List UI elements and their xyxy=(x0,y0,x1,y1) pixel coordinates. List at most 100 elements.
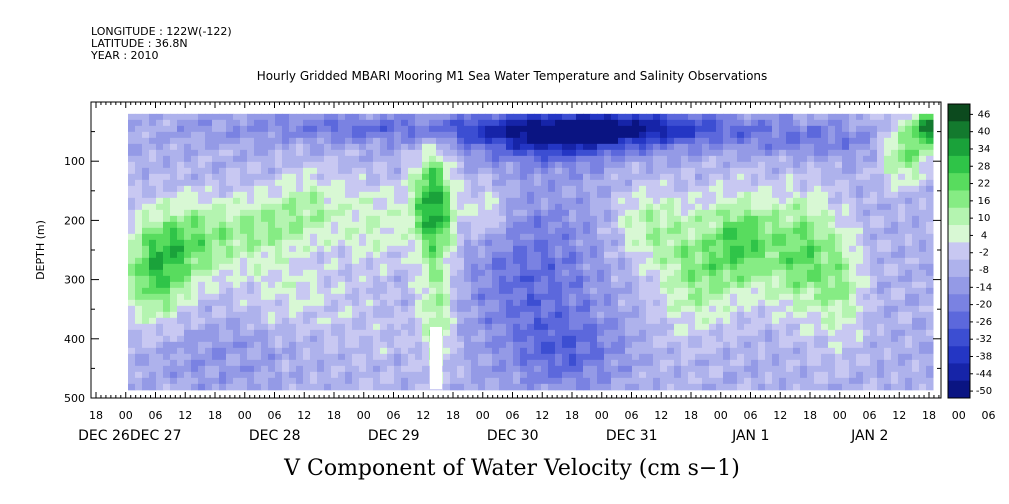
heatmap-cell xyxy=(170,209,178,217)
heatmap-cell xyxy=(723,221,731,229)
heatmap-cell xyxy=(618,209,626,217)
heatmap-cell xyxy=(443,359,451,367)
heatmap-cell xyxy=(555,113,563,121)
heatmap-cell xyxy=(772,287,780,295)
heatmap-cell xyxy=(583,281,591,289)
heatmap-cell xyxy=(506,311,514,319)
heatmap-cell xyxy=(513,383,521,391)
heatmap-cell xyxy=(254,371,262,379)
heatmap-cell xyxy=(856,209,864,217)
heatmap-cell xyxy=(366,329,374,337)
heatmap-cell xyxy=(338,155,346,163)
heatmap-cell xyxy=(198,257,206,265)
heatmap-cell xyxy=(359,155,367,163)
heatmap-cell xyxy=(618,377,626,385)
heatmap-cell xyxy=(849,191,857,199)
heatmap-cell xyxy=(443,233,451,241)
heatmap-cell xyxy=(268,227,276,235)
heatmap-cell xyxy=(478,305,486,313)
heatmap-cell xyxy=(261,359,269,367)
heatmap-cell xyxy=(842,185,850,193)
heatmap-cell xyxy=(289,293,297,301)
heatmap-cell xyxy=(674,287,682,295)
heatmap-cell xyxy=(604,203,612,211)
heatmap-cell xyxy=(716,293,724,301)
heatmap-cell xyxy=(247,371,255,379)
heatmap-cell xyxy=(856,365,864,373)
heatmap-cell xyxy=(135,359,143,367)
heatmap-cell xyxy=(520,275,528,283)
heatmap-cell xyxy=(415,347,423,355)
heatmap-cell xyxy=(562,353,570,361)
heatmap-cell xyxy=(520,269,528,277)
heatmap-cell xyxy=(205,125,213,133)
heatmap-cell xyxy=(807,257,815,265)
heatmap-cell xyxy=(387,179,395,187)
heatmap-cell xyxy=(317,281,325,289)
heatmap-cell xyxy=(170,383,178,391)
heatmap-cell xyxy=(387,155,395,163)
heatmap-cell xyxy=(142,125,150,133)
heatmap-cell xyxy=(478,323,486,331)
heatmap-cell xyxy=(730,209,738,217)
heatmap-cell xyxy=(289,197,297,205)
heatmap-cell xyxy=(415,341,423,349)
heatmap-cell xyxy=(268,269,276,277)
heatmap-cell xyxy=(793,275,801,283)
heatmap-cell xyxy=(758,287,766,295)
heatmap-cell xyxy=(373,131,381,139)
heatmap-cell xyxy=(611,167,619,175)
heatmap-cell xyxy=(765,287,773,295)
heatmap-cell xyxy=(387,251,395,259)
heatmap-cell xyxy=(632,173,640,181)
heatmap-cell xyxy=(478,149,486,157)
heatmap-cell xyxy=(520,233,528,241)
heatmap-cell xyxy=(128,299,136,307)
heatmap-cell xyxy=(268,257,276,265)
heatmap-cell xyxy=(618,365,626,373)
heatmap-cell xyxy=(548,281,556,289)
heatmap-cell xyxy=(219,125,227,133)
heatmap-cell xyxy=(247,317,255,325)
heatmap-cell xyxy=(730,341,738,349)
heatmap-cell xyxy=(702,347,710,355)
heatmap-cell xyxy=(485,263,493,271)
heatmap-cell xyxy=(716,383,724,391)
heatmap-cell xyxy=(772,347,780,355)
heatmap-cell xyxy=(506,227,514,235)
heatmap-cell xyxy=(716,149,724,157)
heatmap-cell xyxy=(541,215,549,223)
heatmap-cell xyxy=(646,377,654,385)
heatmap-cell xyxy=(261,203,269,211)
heatmap-cell xyxy=(765,233,773,241)
heatmap-cell xyxy=(233,119,241,127)
heatmap-cell xyxy=(275,329,283,337)
heatmap-cell xyxy=(282,227,290,235)
heatmap-cell xyxy=(373,173,381,181)
heatmap-cell xyxy=(674,299,682,307)
heatmap-cell xyxy=(765,185,773,193)
heatmap-cell xyxy=(170,179,178,187)
heatmap-cell xyxy=(254,161,262,169)
heatmap-cell xyxy=(457,173,465,181)
heatmap-cell xyxy=(653,167,661,175)
heatmap-cell xyxy=(520,197,528,205)
heatmap-cell xyxy=(352,365,360,373)
heatmap-cell xyxy=(170,197,178,205)
heatmap-cell xyxy=(583,209,591,217)
heatmap-cell xyxy=(184,215,192,223)
heatmap-cell xyxy=(443,263,451,271)
heatmap-cell xyxy=(345,335,353,343)
heatmap-cell xyxy=(401,113,409,121)
heatmap-cell xyxy=(849,215,857,223)
heatmap-cell xyxy=(457,329,465,337)
heatmap-cell xyxy=(303,353,311,361)
heatmap-cell xyxy=(527,113,535,121)
heatmap-cell xyxy=(863,173,871,181)
heatmap-cell xyxy=(128,197,136,205)
heatmap-cell xyxy=(163,323,171,331)
heatmap-cell xyxy=(275,215,283,223)
heatmap-cell xyxy=(212,311,220,319)
heatmap-cell xyxy=(863,359,871,367)
heatmap-cell xyxy=(156,377,164,385)
